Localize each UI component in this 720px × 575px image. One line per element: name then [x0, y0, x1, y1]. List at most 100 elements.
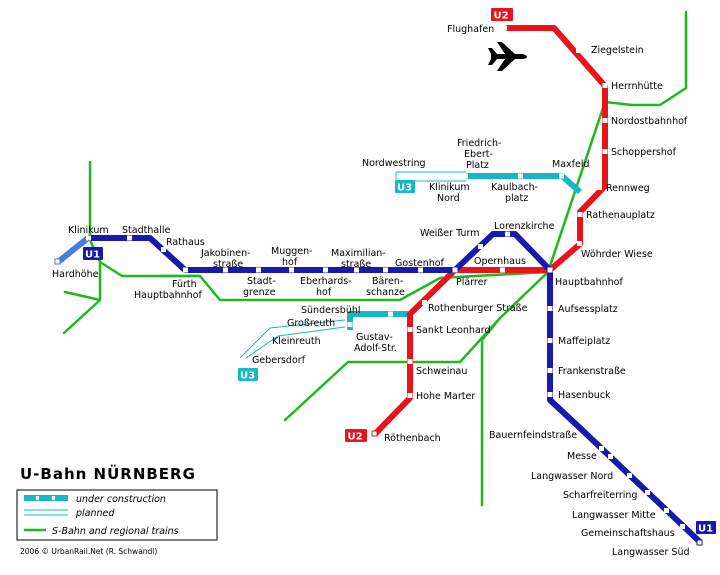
- station-dot-stadtgrenze: [256, 267, 261, 273]
- station-dot-langwasser-nord: [627, 473, 632, 478]
- station-dot-aufsessplatz: [547, 306, 553, 311]
- station-dot-hohe-marter: [407, 393, 413, 398]
- station-dot-muggenhof: [289, 267, 294, 273]
- station-dot-roethenbach: [371, 430, 378, 437]
- credit-text: 2006 © UrbanRail.Net (R. Schwandl): [20, 547, 157, 556]
- label-eberhardshof-2: hof: [316, 287, 332, 298]
- station-dot-grossreuth: [347, 322, 353, 327]
- label-stadtgrenze-2: grenze: [243, 287, 276, 298]
- sbahn-northeast-line: [546, 10, 688, 274]
- map-title: U-Bahn NÜRNBERG: [20, 464, 196, 483]
- label-maximilianstrasse-2: straße: [341, 259, 371, 270]
- label-opernhaus: Opernhaus: [474, 256, 526, 267]
- u3-planned-north: [395, 172, 466, 182]
- svg-text:U3: U3: [397, 183, 412, 194]
- label-bauernfeindstrasse: Bauernfeindstraße: [489, 430, 577, 441]
- label-rennweg: Rennweg: [606, 183, 650, 194]
- station-labels: Flughafen Ziegelstein Herrnhütte Nordost…: [52, 24, 690, 558]
- station-dot-schoppershof: [602, 149, 608, 154]
- label-klinikum-nord-2: Nord: [437, 193, 460, 204]
- label-kaulbachplatz-1: Kaulbach-: [491, 182, 538, 193]
- label-scharfreiterring: Scharfreiterring: [563, 490, 637, 501]
- station-dot-opernhaus: [500, 267, 505, 273]
- station-dot-baerenschanze: [383, 267, 388, 273]
- station-dot-klinikum-nord: [443, 173, 448, 179]
- station-dot-hasenbuck: [547, 392, 553, 397]
- station-dot-langwasser-mitte: [664, 508, 669, 513]
- svg-text:U2: U2: [348, 432, 363, 443]
- station-dot-frankenstrasse: [547, 368, 553, 373]
- station-dot-langwasser-sued: [696, 539, 703, 546]
- label-weisser-turm: Weißer Turm: [420, 228, 479, 239]
- station-dot-maxfeld: [559, 173, 564, 179]
- label-schweinau: Schweinau: [416, 366, 467, 377]
- label-muggenhof-1: Muggen-: [271, 246, 313, 257]
- svg-text:U2: U2: [494, 11, 509, 22]
- label-frankenstrasse: Frankenstraße: [558, 366, 626, 377]
- station-dot-klinikum: [86, 235, 91, 241]
- u1-line: [88, 231, 703, 545]
- label-hardhoehe: Hardhöhe: [52, 269, 99, 280]
- station-dot-messe: [608, 454, 613, 459]
- label-schoppershof: Schoppershof: [611, 147, 677, 158]
- label-aufsessplatz: Aufsessplatz: [558, 304, 618, 315]
- sbahn-west-branch-lower: [62, 290, 102, 335]
- label-rathaus: Rathaus: [166, 237, 205, 248]
- label-friedrich-ebert-platz-2: Ebert-: [464, 149, 493, 160]
- label-eberhardshof-1: Eberhards-: [300, 276, 352, 287]
- label-fuerth-hbf-1: Fürth: [172, 279, 197, 290]
- station-dot-rothenburger-strasse: [422, 300, 427, 305]
- station-dot-woehrder-wiese: [577, 241, 582, 246]
- legend-planned-label: planned: [75, 508, 115, 519]
- label-baerenschanze-2: schanze: [366, 287, 405, 298]
- label-klinikum-nord-1: Klinikum: [429, 182, 470, 193]
- label-kleinreuth: Kleinreuth: [272, 336, 321, 347]
- station-dot-ziegelstein: [576, 48, 581, 53]
- sbahn-southwest-line: [283, 270, 550, 422]
- station-dot-stadthalle: [127, 235, 132, 241]
- svg-text:U3: U3: [240, 371, 255, 382]
- label-woehrder-wiese: Wöhrder Wiese: [581, 249, 653, 260]
- legend: under construction planned S-Bahn and re…: [16, 489, 218, 541]
- station-dot-sankt-leonhard: [407, 327, 413, 332]
- station-markers: [54, 25, 703, 546]
- station-dot-flughafen: [502, 25, 507, 31]
- station-dot-friedrich-ebert-platz: [463, 173, 468, 179]
- label-gustav-adolf-1: Gustav-: [356, 332, 393, 343]
- label-langwasser-sued: Langwasser Süd: [612, 547, 690, 558]
- station-dot-maffeiplatz: [547, 338, 553, 343]
- station-dot-weisser-turm: [478, 244, 483, 249]
- u1-badge-south: U1: [696, 521, 716, 535]
- label-baerenschanze-1: Bären-: [372, 276, 403, 287]
- legend-under-construction-label: under construction: [76, 494, 166, 505]
- station-dot-sundersbuehl: [388, 311, 393, 317]
- u1-badge-west: U1: [83, 247, 103, 261]
- label-jakobinenstrasse-1: Jakobinen-: [200, 248, 251, 259]
- legend-under-construction-swatch: [24, 495, 68, 501]
- label-stadthalle: Stadthalle: [122, 225, 170, 236]
- label-maffeiplatz: Maffeiplatz: [558, 336, 610, 347]
- u2-badge-north: U2: [491, 8, 513, 22]
- legend-sbahn-label: S-Bahn and regional trains: [52, 526, 179, 537]
- station-dot-hauptbahnhof: [547, 267, 553, 273]
- label-hauptbahnhof: Hauptbahnhof: [555, 277, 623, 288]
- sbahn-main-line: [158, 270, 550, 302]
- line-badges: U2 U1 U3 U3 U2 U1: [83, 8, 716, 535]
- u3-badge-south: U3: [238, 368, 258, 382]
- station-dot-maximilianstrasse: [354, 267, 359, 273]
- label-nordwestring: Nordwestring: [362, 158, 426, 169]
- airport-plane-icon: [488, 42, 527, 71]
- u1-line-group: [56, 231, 703, 545]
- label-langwasser-mitte: Langwasser Mitte: [572, 510, 656, 521]
- label-friedrich-ebert-platz-1: Friedrich-: [457, 138, 501, 149]
- label-muggenhof-2: hof: [282, 257, 298, 268]
- label-plaerrer: Plärrer: [456, 277, 487, 288]
- label-gemeinschaftshaus: Gemeinschaftshaus: [581, 528, 675, 539]
- label-langwasser-nord: Langwasser Nord: [531, 471, 613, 482]
- label-maximilianstrasse-1: Maximilian-: [331, 248, 386, 259]
- legend-planned-swatch: [24, 509, 68, 516]
- station-dot-plaerrer: [452, 267, 458, 273]
- label-sankt-leonhard: Sankt Leonhard: [416, 325, 491, 336]
- station-dot-rathaus: [161, 247, 166, 252]
